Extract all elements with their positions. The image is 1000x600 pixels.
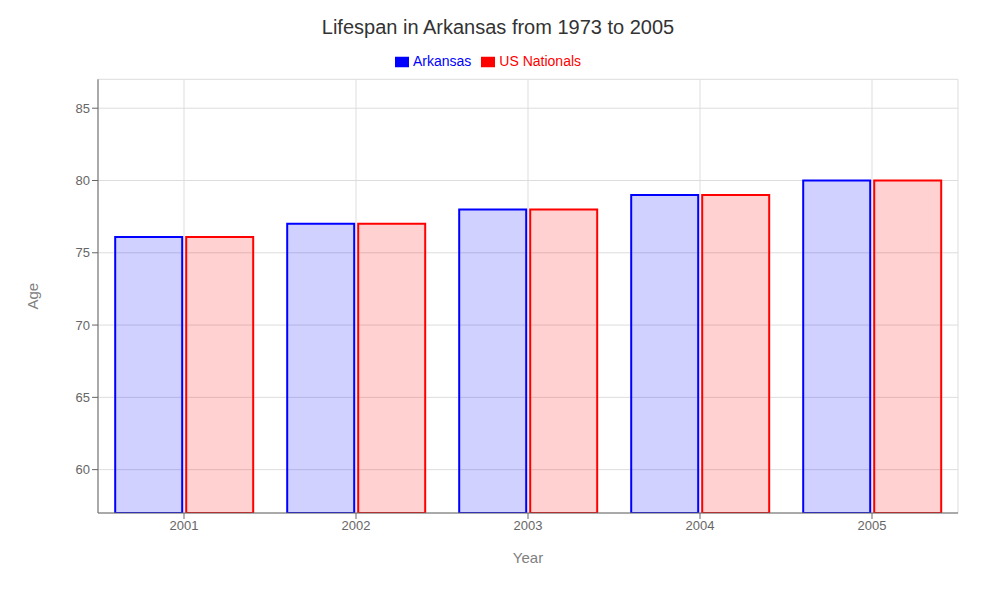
svg-text:80: 80 [76,173,90,188]
svg-text:Age: Age [24,283,41,310]
svg-text:2001: 2001 [170,518,199,533]
html-text:Arkansas: Arkansas [413,53,472,69]
svg-text:Year: Year [513,549,543,566]
svg-text:2004: 2004 [686,518,715,533]
svg-text:85: 85 [76,101,90,116]
svg-text:70: 70 [76,318,90,333]
html-text:US Nationals: US Nationals [499,53,581,69]
svg-text:75: 75 [76,245,90,260]
svg-text:65: 65 [76,390,90,405]
html-text:Lifespan in Arkansas from 1973: Lifespan in Arkansas from 1973 to 2005 [321,16,675,38]
svg-text:2005: 2005 [858,518,887,533]
svg-text:2002: 2002 [342,518,371,533]
svg-text:60: 60 [76,462,90,477]
svg-text:2003: 2003 [514,518,543,533]
